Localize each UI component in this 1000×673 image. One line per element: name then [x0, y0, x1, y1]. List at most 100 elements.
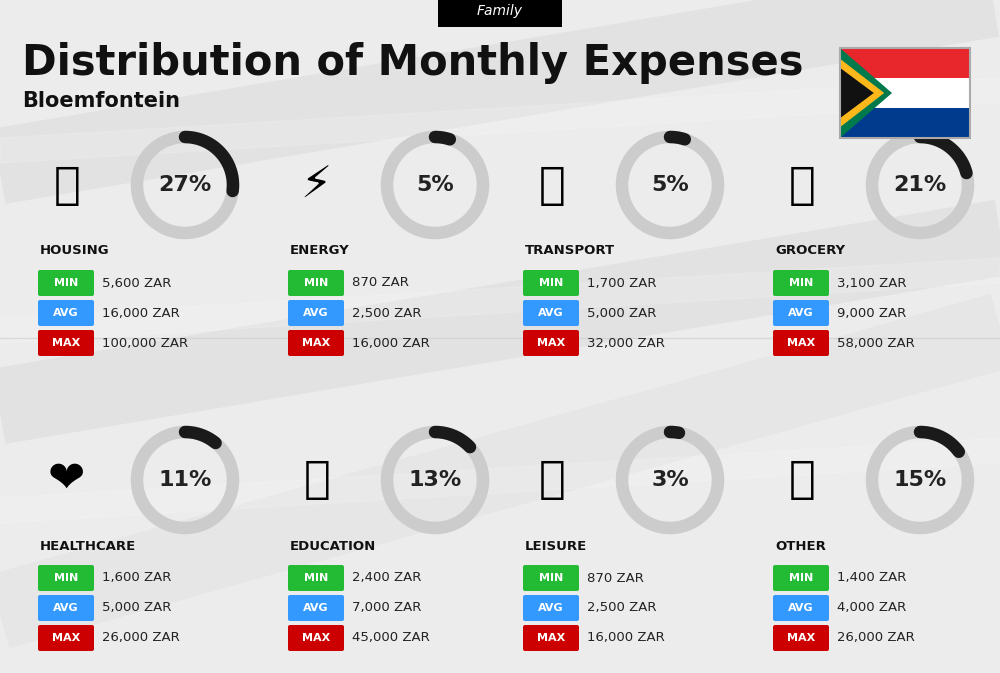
- Text: 2,400 ZAR: 2,400 ZAR: [352, 571, 421, 584]
- Polygon shape: [840, 68, 874, 118]
- Text: 21%: 21%: [893, 175, 947, 195]
- Text: 5,600 ZAR: 5,600 ZAR: [102, 277, 171, 289]
- Text: 16,000 ZAR: 16,000 ZAR: [587, 631, 665, 645]
- FancyBboxPatch shape: [773, 300, 829, 326]
- Text: 5%: 5%: [416, 175, 454, 195]
- Text: HOUSING: HOUSING: [40, 244, 110, 258]
- Text: ❤️: ❤️: [48, 458, 86, 501]
- Text: 16,000 ZAR: 16,000 ZAR: [102, 306, 180, 320]
- Text: AVG: AVG: [303, 308, 329, 318]
- Text: MAX: MAX: [52, 338, 80, 348]
- Text: AVG: AVG: [788, 603, 814, 613]
- Polygon shape: [840, 59, 884, 127]
- Text: 3%: 3%: [651, 470, 689, 490]
- FancyBboxPatch shape: [288, 565, 344, 591]
- Text: MIN: MIN: [54, 278, 78, 288]
- FancyBboxPatch shape: [38, 625, 94, 651]
- Text: ⚡️: ⚡️: [301, 164, 333, 207]
- Text: MIN: MIN: [304, 573, 328, 583]
- FancyBboxPatch shape: [773, 595, 829, 621]
- FancyBboxPatch shape: [288, 625, 344, 651]
- Text: 7,000 ZAR: 7,000 ZAR: [352, 602, 421, 614]
- Text: 9,000 ZAR: 9,000 ZAR: [837, 306, 906, 320]
- Text: OTHER: OTHER: [775, 540, 826, 553]
- Text: 🛒: 🛒: [789, 164, 815, 207]
- Text: 13%: 13%: [408, 470, 462, 490]
- Bar: [840, 48, 970, 78]
- Text: 5,000 ZAR: 5,000 ZAR: [587, 306, 656, 320]
- Text: 58,000 ZAR: 58,000 ZAR: [837, 336, 915, 349]
- Text: MAX: MAX: [537, 633, 565, 643]
- Text: 5,000 ZAR: 5,000 ZAR: [102, 602, 171, 614]
- Text: TRANSPORT: TRANSPORT: [525, 244, 615, 258]
- Text: MIN: MIN: [789, 573, 813, 583]
- Text: MAX: MAX: [787, 633, 815, 643]
- Text: 26,000 ZAR: 26,000 ZAR: [837, 631, 915, 645]
- Text: LEISURE: LEISURE: [525, 540, 587, 553]
- Text: AVG: AVG: [538, 603, 564, 613]
- FancyBboxPatch shape: [523, 595, 579, 621]
- FancyBboxPatch shape: [523, 565, 579, 591]
- Text: MAX: MAX: [302, 633, 330, 643]
- Bar: [840, 108, 970, 138]
- FancyBboxPatch shape: [773, 270, 829, 296]
- Text: 3,100 ZAR: 3,100 ZAR: [837, 277, 906, 289]
- Text: MAX: MAX: [787, 338, 815, 348]
- Text: AVG: AVG: [53, 603, 79, 613]
- Bar: [840, 48, 970, 138]
- Text: AVG: AVG: [538, 308, 564, 318]
- Text: Bloemfontein: Bloemfontein: [22, 91, 180, 111]
- Text: 16,000 ZAR: 16,000 ZAR: [352, 336, 430, 349]
- Text: 870 ZAR: 870 ZAR: [352, 277, 409, 289]
- Text: 5%: 5%: [651, 175, 689, 195]
- Text: Distribution of Monthly Expenses: Distribution of Monthly Expenses: [22, 42, 804, 84]
- Text: MIN: MIN: [539, 278, 563, 288]
- Text: 1,400 ZAR: 1,400 ZAR: [837, 571, 906, 584]
- Text: EDUCATION: EDUCATION: [290, 540, 376, 553]
- Text: HEALTHCARE: HEALTHCARE: [40, 540, 136, 553]
- Text: 100,000 ZAR: 100,000 ZAR: [102, 336, 188, 349]
- FancyBboxPatch shape: [773, 565, 829, 591]
- Text: MAX: MAX: [537, 338, 565, 348]
- FancyBboxPatch shape: [523, 300, 579, 326]
- FancyBboxPatch shape: [38, 300, 94, 326]
- Text: 🎓: 🎓: [304, 458, 330, 501]
- Text: MIN: MIN: [304, 278, 328, 288]
- FancyBboxPatch shape: [523, 270, 579, 296]
- FancyBboxPatch shape: [38, 330, 94, 356]
- Bar: [840, 48, 970, 138]
- Text: AVG: AVG: [788, 308, 814, 318]
- FancyBboxPatch shape: [438, 0, 562, 27]
- Text: MIN: MIN: [539, 573, 563, 583]
- Text: 🚌: 🚌: [539, 164, 565, 207]
- FancyBboxPatch shape: [38, 270, 94, 296]
- Text: 1,600 ZAR: 1,600 ZAR: [102, 571, 171, 584]
- FancyBboxPatch shape: [523, 625, 579, 651]
- Text: 32,000 ZAR: 32,000 ZAR: [587, 336, 665, 349]
- Text: MAX: MAX: [302, 338, 330, 348]
- Text: 15%: 15%: [893, 470, 947, 490]
- Text: ENERGY: ENERGY: [290, 244, 350, 258]
- FancyBboxPatch shape: [523, 330, 579, 356]
- Text: 1,700 ZAR: 1,700 ZAR: [587, 277, 656, 289]
- Text: Family: Family: [477, 4, 523, 18]
- Text: 11%: 11%: [158, 470, 212, 490]
- Text: 2,500 ZAR: 2,500 ZAR: [352, 306, 422, 320]
- Text: 2,500 ZAR: 2,500 ZAR: [587, 602, 656, 614]
- FancyBboxPatch shape: [288, 330, 344, 356]
- Text: MAX: MAX: [52, 633, 80, 643]
- FancyBboxPatch shape: [288, 595, 344, 621]
- Text: 🛍️: 🛍️: [539, 458, 565, 501]
- FancyBboxPatch shape: [288, 270, 344, 296]
- Text: AVG: AVG: [53, 308, 79, 318]
- Polygon shape: [840, 48, 892, 138]
- Text: 27%: 27%: [158, 175, 212, 195]
- Text: 870 ZAR: 870 ZAR: [587, 571, 644, 584]
- FancyBboxPatch shape: [38, 595, 94, 621]
- Text: 4,000 ZAR: 4,000 ZAR: [837, 602, 906, 614]
- Text: MIN: MIN: [789, 278, 813, 288]
- FancyBboxPatch shape: [38, 565, 94, 591]
- FancyBboxPatch shape: [288, 300, 344, 326]
- Text: AVG: AVG: [303, 603, 329, 613]
- Text: GROCERY: GROCERY: [775, 244, 845, 258]
